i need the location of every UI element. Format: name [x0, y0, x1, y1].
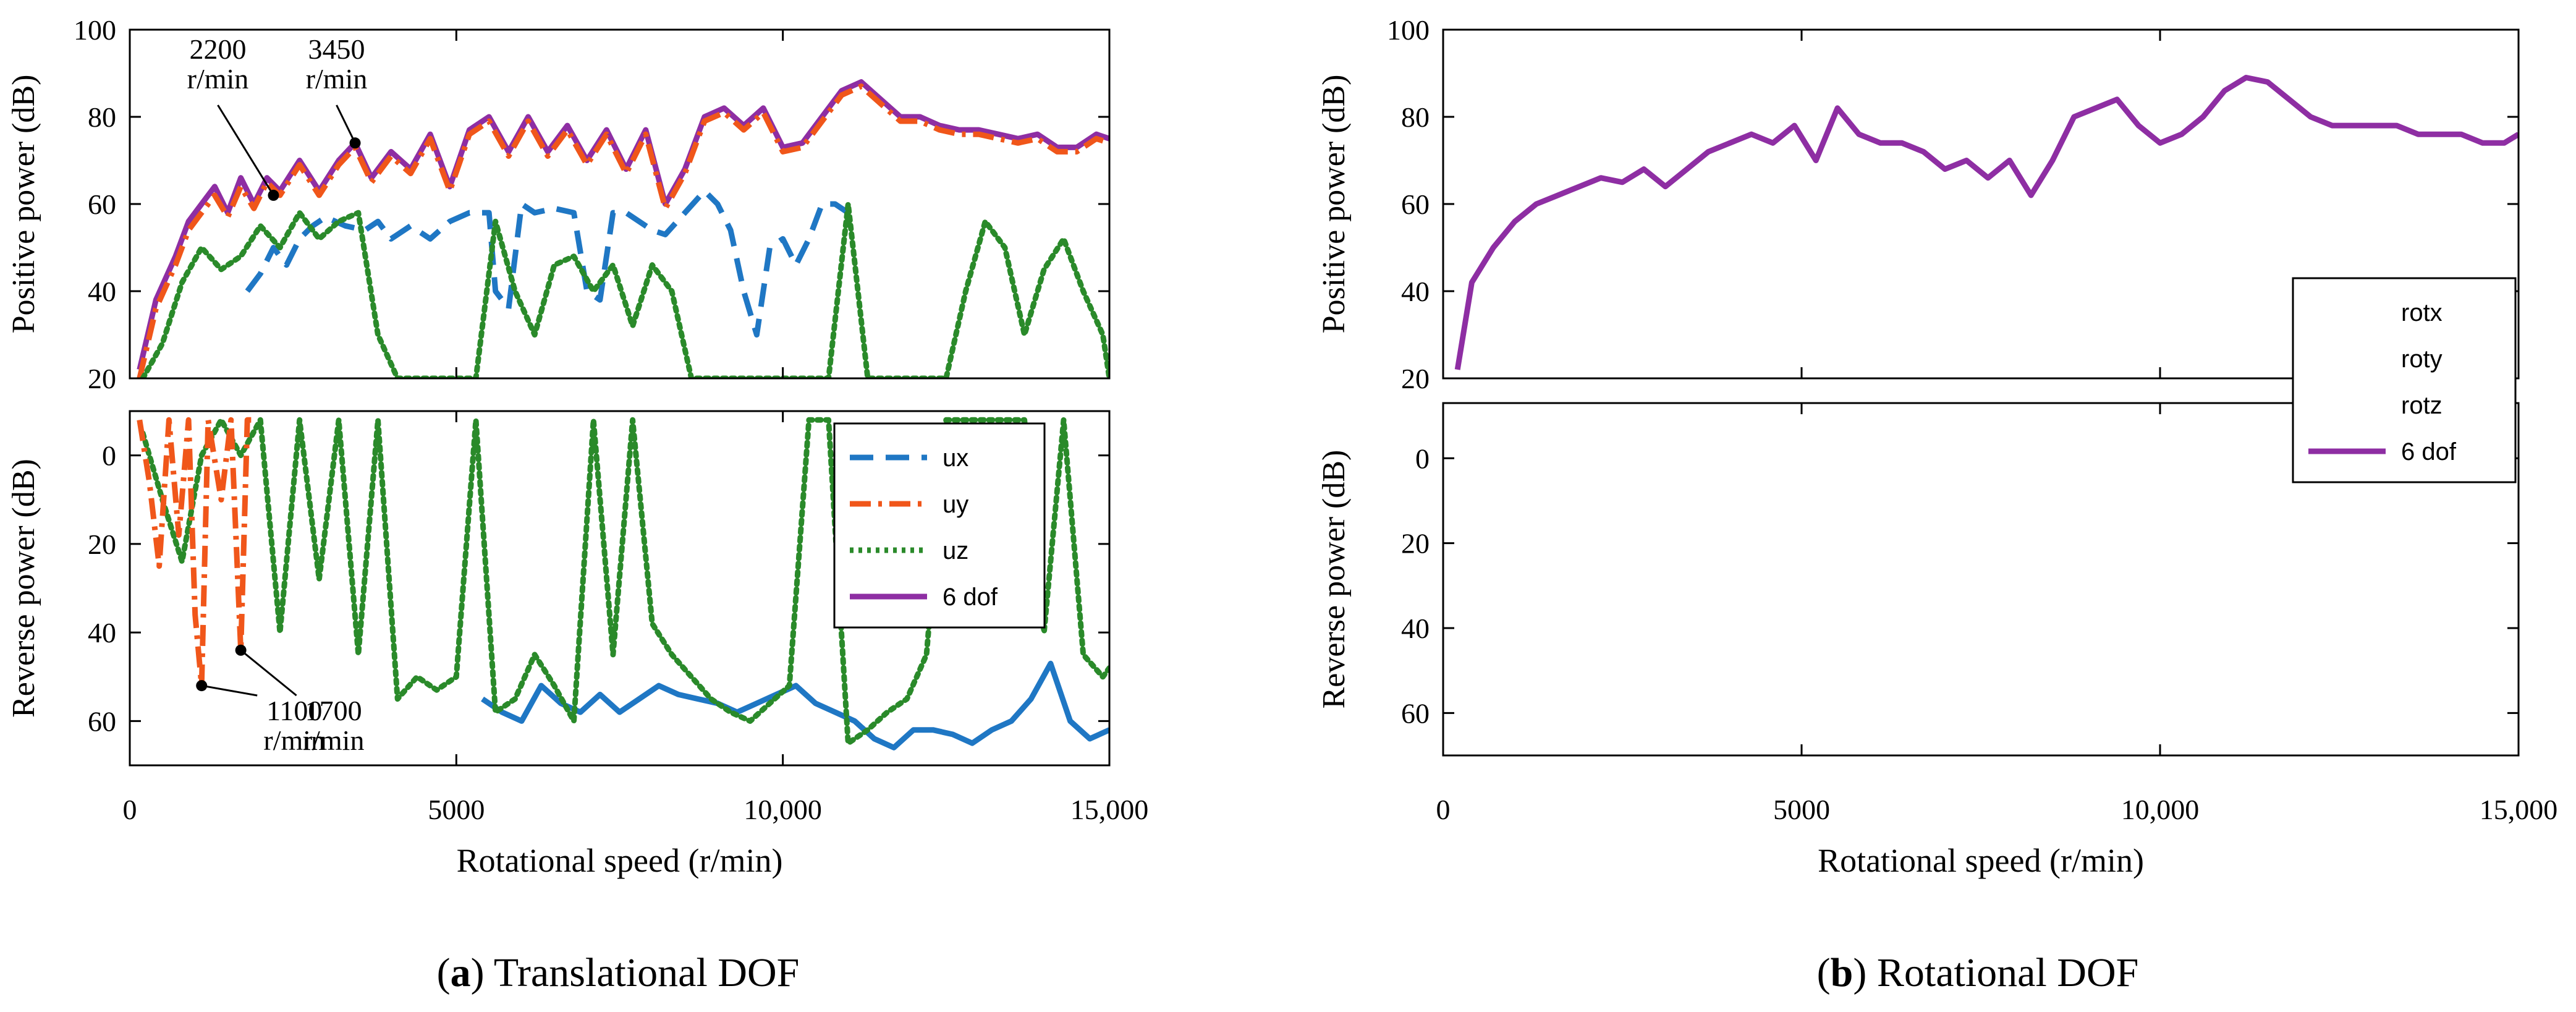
y-tick-label: 0: [1415, 443, 1430, 474]
series-line-six_dof: [1454, 75, 2519, 370]
annotation-label: 2200: [189, 33, 246, 65]
legend-label: uz: [943, 537, 968, 564]
y-tick-label: 60: [88, 705, 116, 737]
legend-label: roty: [2401, 346, 2443, 373]
panel-caption: (b) Rotational DOF: [1817, 950, 2139, 995]
y-tick-label: 60: [1401, 189, 1430, 220]
panel-caption: (a) Translational DOF: [437, 950, 800, 995]
series-group: [137, 417, 1109, 750]
annotation-label: r/min: [306, 63, 368, 95]
y-tick-label: 20: [88, 363, 116, 394]
y-tick-label: 20: [1401, 363, 1430, 394]
y-tick-label: 0: [102, 440, 116, 472]
legend-label: 6 dof: [2401, 438, 2457, 466]
x-tick-label: 10,000: [744, 794, 822, 825]
y-tick-label: 100: [1387, 14, 1430, 46]
legend-label: uy: [943, 491, 968, 518]
series-line-roty: [1630, 265, 2247, 378]
x-axis-label: Rotational speed (r/min): [457, 842, 783, 879]
legend-box: [833, 422, 1046, 629]
legend: rotx roty rotz 6 dof: [2292, 277, 2517, 483]
y-axis-label: Reverse power (dB): [1316, 450, 1352, 709]
annotation-arrow: [217, 104, 274, 196]
y-axis-label: Positive power (dB): [1316, 75, 1352, 334]
axes-frame: [129, 28, 1111, 380]
legend-box: [2292, 277, 2517, 483]
annotation-label: r/min: [263, 725, 325, 756]
series-line-uz: [140, 417, 1109, 746]
series-line-uz: [140, 201, 1109, 378]
y-tick-label: 40: [88, 276, 116, 307]
annotation-label: 3450: [308, 33, 365, 65]
axes-frame: [1442, 402, 2520, 757]
x-tick-label: 15,000: [1070, 794, 1149, 825]
y-tick-label: 20: [1401, 528, 1430, 559]
annotation-arrow: [336, 104, 356, 143]
legend: ux uy uz 6 dof: [833, 422, 1046, 629]
axes-frame: [129, 410, 1111, 767]
x-tick-label: 15,000: [2480, 794, 2558, 825]
legend-label: rotx: [2401, 299, 2443, 326]
y-tick-label: 60: [1401, 697, 1430, 729]
y-tick-label: 40: [88, 617, 116, 648]
series-line-uy: [137, 83, 1109, 378]
y-tick-label: 40: [1401, 613, 1430, 644]
y-tick-label: 60: [88, 189, 116, 220]
annotation-arrow: [240, 649, 297, 697]
annotation-label: 1100: [266, 695, 322, 726]
series-line-ux: [481, 660, 1109, 750]
series-group: [137, 79, 1109, 378]
series-line-rotx: [1479, 424, 2188, 755]
y-axis-label: Positive power (dB): [6, 75, 41, 334]
subplot-bottom: 0 20 40 60 Reverse power (dB): [1316, 402, 2520, 757]
legend-label: rotz: [2401, 392, 2443, 419]
series-line-ux: [245, 188, 850, 338]
series-group: [1454, 75, 2519, 378]
y-tick-label: 20: [88, 529, 116, 560]
subplot-top: 20 40 60 80 100 Positive power (dB): [1316, 14, 2520, 394]
x-axis-label: Rotational speed (r/min): [1818, 842, 2144, 879]
x-tick-label: 0: [1436, 794, 1451, 825]
annotation-label: r/min: [303, 725, 365, 756]
legend-label: 6 dof: [943, 584, 998, 611]
y-tick-label: 100: [74, 14, 116, 46]
annotation-label: r/min: [187, 63, 249, 95]
y-tick-label: 80: [1401, 101, 1430, 133]
series-line-uy: [137, 417, 254, 689]
x-tick-label: 10,000: [2121, 794, 2200, 825]
x-tick-label: 0: [123, 794, 137, 825]
y-axis-label: Reverse power (dB): [6, 459, 41, 718]
y-tick-label: 80: [88, 101, 116, 133]
series-line-six_dof: [137, 79, 1109, 370]
x-tick-label: 5000: [1773, 794, 1830, 825]
y-tick-label: 40: [1401, 276, 1430, 307]
annotation-label: 1700: [305, 695, 362, 726]
legend-label: ux: [943, 444, 968, 472]
x-tick-label: 5000: [428, 794, 485, 825]
annotation-arrow: [201, 684, 258, 697]
subplot-bottom: 0 20 40 60 Reverse power (dB) 1100r/min1700r/…: [6, 410, 1111, 767]
chart-panel-b: 20 40 60 80 100 Positive power (dB) 0 20 40 60 Rev…: [1316, 14, 2557, 995]
